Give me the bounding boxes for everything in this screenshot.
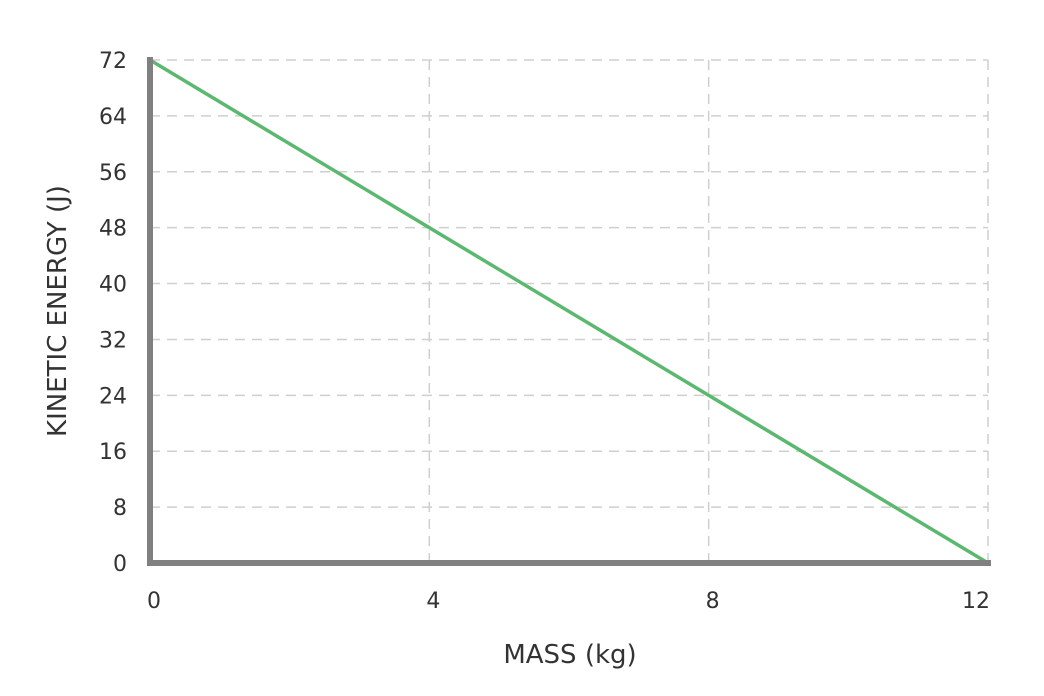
series-line <box>148 58 990 565</box>
x-tick-labels: 0 4 8 12 <box>147 589 990 614</box>
y-gridlines <box>150 59 988 508</box>
x-tick-label: 8 <box>706 589 720 614</box>
y-tick-label: 24 <box>99 384 127 409</box>
y-tick-label: 56 <box>99 161 127 186</box>
y-tick-label: 16 <box>99 440 127 465</box>
y-tick-label: 64 <box>99 105 127 130</box>
x-tick-label: 0 <box>147 589 161 614</box>
y-tick-label: 48 <box>99 217 127 242</box>
x-axis-title: MASS (kg) <box>503 640 636 670</box>
y-tick-label: 40 <box>99 273 127 298</box>
axes <box>147 57 991 566</box>
y-tick-label: 0 <box>113 552 127 577</box>
y-tick-label: 8 <box>113 496 127 521</box>
series-group <box>148 58 990 565</box>
x-gridlines <box>428 60 989 563</box>
y-axis-title: KINETIC ENERGY (J) <box>43 185 73 437</box>
x-tick-label: 12 <box>962 589 990 614</box>
y-tick-labels: 0 8 16 24 32 40 48 56 64 72 <box>99 49 127 577</box>
y-tick-label: 72 <box>99 49 127 74</box>
y-tick-label: 32 <box>99 328 127 353</box>
x-tick-label: 4 <box>426 589 440 614</box>
